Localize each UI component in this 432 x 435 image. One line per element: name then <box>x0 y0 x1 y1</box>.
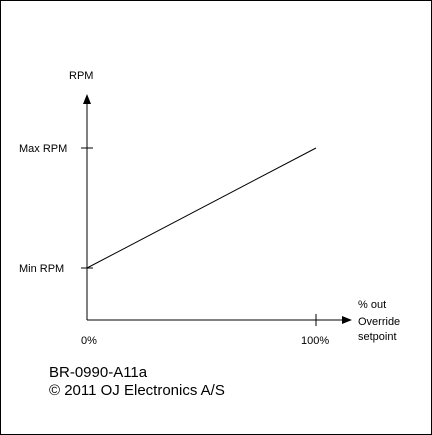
x-end-label: 100% <box>301 335 329 347</box>
x-axis-arrow-icon <box>342 316 352 324</box>
x-start-label: 0% <box>81 335 97 347</box>
x-axis-label-line1: % out <box>358 299 386 311</box>
y-axis-label: RPM <box>69 70 93 82</box>
x-axis-label-line2: Override <box>358 316 400 328</box>
x-axis-label-line3: setpoint <box>358 331 397 343</box>
copyright-text: © 2011 OJ Electronics A/S <box>49 382 225 399</box>
drawing-code: BR-0990-A11a <box>49 364 148 381</box>
y-axis-arrow-icon <box>83 94 91 104</box>
min-rpm-label: Min RPM <box>19 263 64 275</box>
rpm-line <box>86 147 317 269</box>
max-rpm-label: Max RPM <box>19 143 67 155</box>
